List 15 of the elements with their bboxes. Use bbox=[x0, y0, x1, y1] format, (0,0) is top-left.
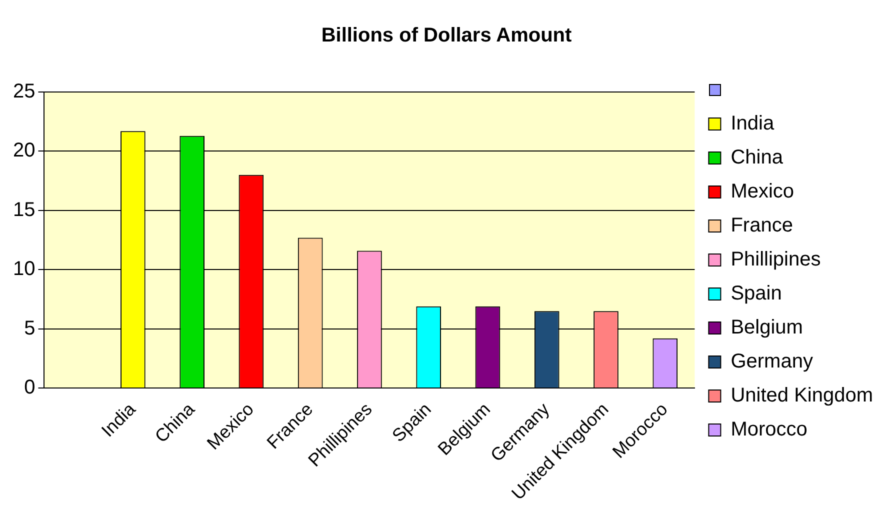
legend-label: China bbox=[730, 146, 784, 169]
chart-title: Billions of Dollars Amount bbox=[321, 24, 572, 47]
legend-label: Belgium bbox=[730, 316, 803, 339]
legend-label: Spain bbox=[730, 282, 782, 305]
y-tick-label: 15 bbox=[12, 198, 36, 221]
y-tick-label: 25 bbox=[12, 80, 36, 103]
legend-label: France bbox=[730, 214, 793, 237]
y-tick-label: 10 bbox=[12, 258, 36, 280]
legend-label: Mexico bbox=[730, 180, 794, 203]
legend-label: India bbox=[730, 112, 775, 135]
y-tick-label: 5 bbox=[24, 317, 36, 340]
legend-label: Phillipines bbox=[730, 248, 821, 271]
y-tick-label: 20 bbox=[12, 140, 36, 162]
y-tick-label: 0 bbox=[24, 376, 36, 399]
legend-label: Germany bbox=[730, 350, 813, 373]
